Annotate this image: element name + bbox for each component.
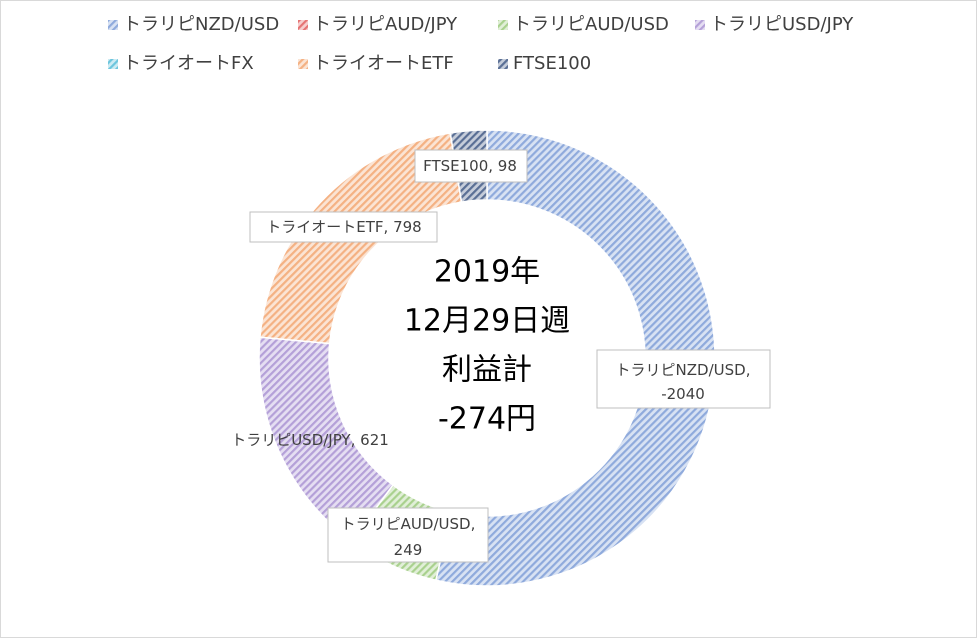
data-label-box [327,507,489,563]
donut-slice [434,129,716,587]
data-label-name: トライオートETF [266,218,383,236]
data-label-value: -2040 [661,385,705,403]
data-label: トラリピAUD/USD, [341,515,476,533]
data-label-separator: , [384,218,394,236]
legend-label: トラリピNZD/USD [123,14,279,35]
legend-label: トラリピAUD/JPY [313,14,458,35]
center-text: 12月29日週 [404,304,570,339]
data-label-separator: , [488,157,498,175]
legend-swatch [108,59,118,69]
data-label-separator: , [746,361,751,379]
data-label-name: トラリピUSD/JPY [231,431,351,449]
data-label: -2040 [661,385,705,403]
data-label-value: 249 [394,541,423,559]
data-label-value: 621 [360,431,389,449]
data-label-value: 798 [393,218,422,236]
legend-swatch [498,20,508,30]
center-text: 利益計 [442,353,532,388]
center-text: 2019年 [434,255,540,290]
legend-label: トラリピAUD/USD [513,14,669,35]
data-label: FTSE100, 98 [423,157,517,175]
data-label-name: トラリピAUD/USD [341,515,471,533]
data-label-value: 98 [498,157,517,175]
legend-swatch [498,59,508,69]
data-label-box [414,149,528,183]
data-label: トライオートETF, 798 [266,218,421,236]
data-label: トラリピUSD/JPY, 621 [231,431,389,449]
data-label-separator: , [351,431,361,449]
data-label: トラリピNZD/USD, [616,361,751,379]
data-label: 249 [394,541,423,559]
legend-label: トラリピUSD/JPY [710,14,854,35]
data-label-box [249,211,438,243]
center-text: -274円 [438,402,536,437]
legend-swatch [695,20,705,30]
data-label-name: FTSE100 [423,157,488,175]
data-label-box [596,349,771,409]
data-label-separator: , [471,515,476,533]
legend-label: トライオートETF [313,53,454,74]
legend-swatch [108,20,118,30]
legend-swatch [298,59,308,69]
legend-label: FTSE100 [513,53,591,74]
data-label-name: トラリピNZD/USD [616,361,746,379]
legend-label: トライオートFX [123,53,254,74]
legend-swatch [298,20,308,30]
